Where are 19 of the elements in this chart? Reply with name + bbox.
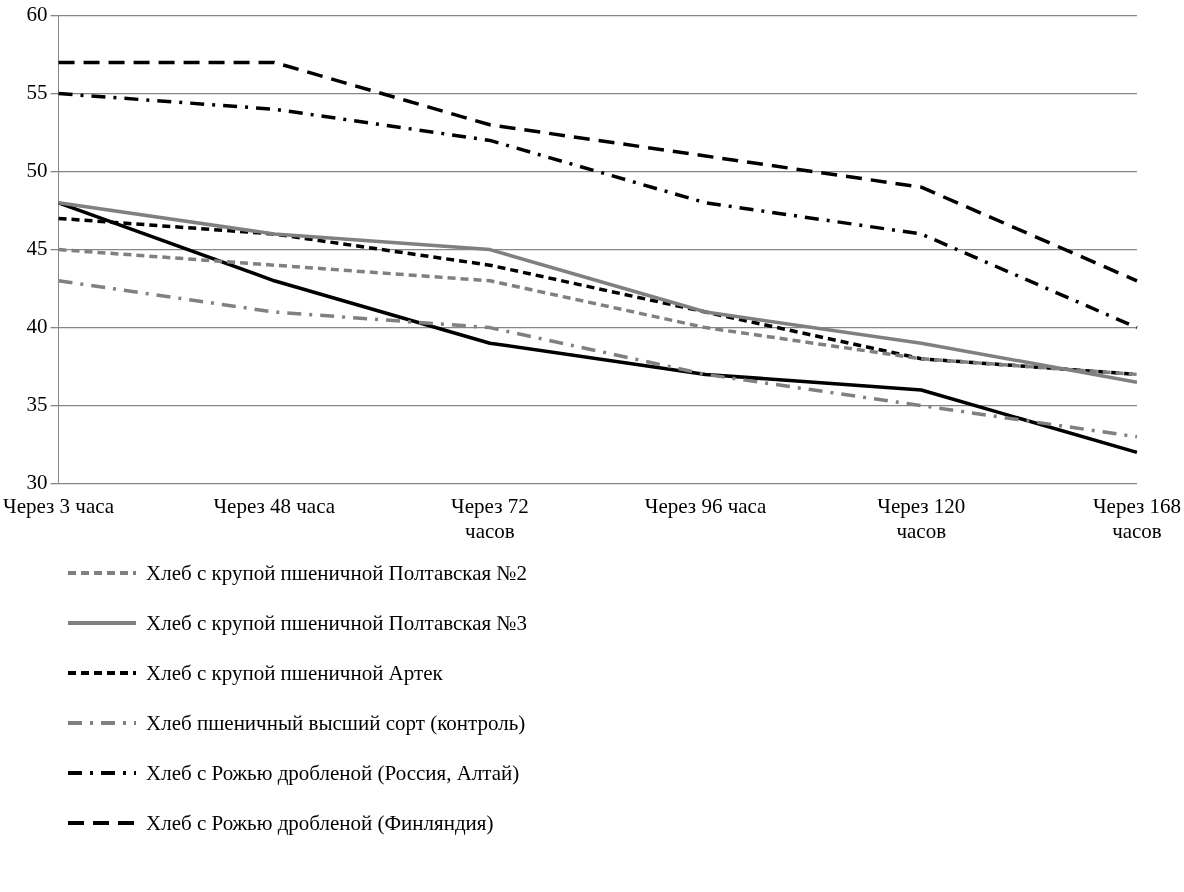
- y-tick-label: 45: [26, 236, 48, 261]
- x-tick-label: Через 120 часов: [877, 493, 966, 543]
- legend-label: Хлеб с Рожью дробленой (Финляндия): [146, 810, 494, 836]
- y-tick-label: 40: [26, 314, 48, 339]
- x-tick-label: Через 168 часов: [1092, 493, 1181, 543]
- y-tick-label: 55: [26, 80, 48, 105]
- y-tick-label: 35: [26, 392, 48, 417]
- legend-label: Хлеб с крупой пшеничной Полтавская №2: [146, 560, 528, 586]
- legend-label: Хлеб с крупой пшеничной Артек: [146, 660, 443, 686]
- y-tick-label: 30: [26, 470, 48, 495]
- x-tick-label: Через 48 часа: [213, 493, 336, 518]
- x-tick-label: Через 72 часов: [451, 493, 529, 543]
- legend-label: Хлеб с крупой пшеничной Полтавская №3: [146, 610, 528, 636]
- y-tick-label: 60: [26, 2, 48, 27]
- x-tick-label: Через 96 часа: [644, 493, 768, 518]
- legend-label: Хлеб пшеничный высший сорт (контроль): [146, 710, 526, 736]
- x-tick-label: Через 3 часа: [3, 493, 115, 518]
- legend-label: Хлеб с Рожью дробленой (Россия, Алтай): [146, 760, 520, 786]
- y-tick-label: 50: [26, 158, 48, 183]
